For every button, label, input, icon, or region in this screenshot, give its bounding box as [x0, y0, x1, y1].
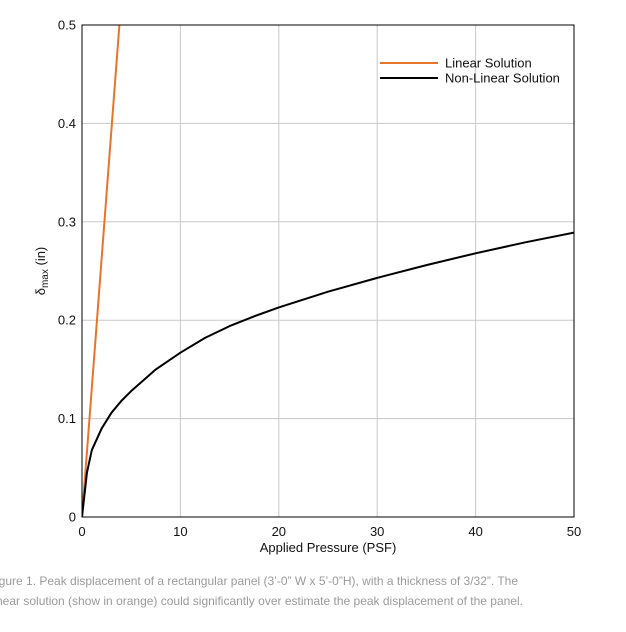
series-line-non-linear	[82, 231, 574, 517]
y-tick-label: 0	[69, 510, 76, 525]
legend-label-non-linear: Non-Linear Solution	[445, 71, 560, 86]
plot-series	[82, 25, 574, 517]
y-tick-label: 0.5	[58, 18, 76, 33]
x-tick-label: 0	[78, 524, 85, 539]
x-axis-label: Applied Pressure (PSF)	[260, 540, 397, 555]
figure-caption: igure 1. Peak displacement of a rectangu…	[0, 571, 626, 611]
y-tick-label: 0.3	[58, 214, 76, 229]
y-axis-label: δmax (in)	[33, 247, 51, 296]
caption-line-1: igure 1. Peak displacement of a rectangu…	[0, 574, 519, 588]
y-tick-label: 0.2	[58, 313, 76, 328]
y-tick-label: 0.4	[58, 116, 76, 131]
x-tick-label: 40	[468, 524, 482, 539]
x-tick-label: 50	[567, 524, 581, 539]
caption-line-2: near solution (show in orange) could sig…	[0, 594, 523, 608]
y-axis-label-unit: (in)	[33, 247, 48, 269]
x-tick-labels: 0 10 20 30 40 50	[78, 524, 581, 539]
y-tick-label: 0.1	[58, 411, 76, 426]
y-axis-label-subscript: max	[40, 269, 51, 288]
y-tick-labels: 0 0.1 0.2 0.3 0.4 0.5	[58, 18, 76, 525]
series-line-linear	[82, 25, 121, 517]
x-tick-label: 10	[173, 524, 187, 539]
chart: 0 10 20 30 40 50 0 0.1 0.2 0.3 0.4 0.5 Applied Pre…	[33, 18, 581, 556]
x-tick-label: 30	[370, 524, 384, 539]
x-tick-label: 20	[272, 524, 286, 539]
y-axis-label-main: δ	[33, 288, 48, 295]
plot-frame	[81, 24, 575, 518]
grid	[82, 25, 574, 517]
legend-label-linear: Linear Solution	[445, 56, 532, 71]
